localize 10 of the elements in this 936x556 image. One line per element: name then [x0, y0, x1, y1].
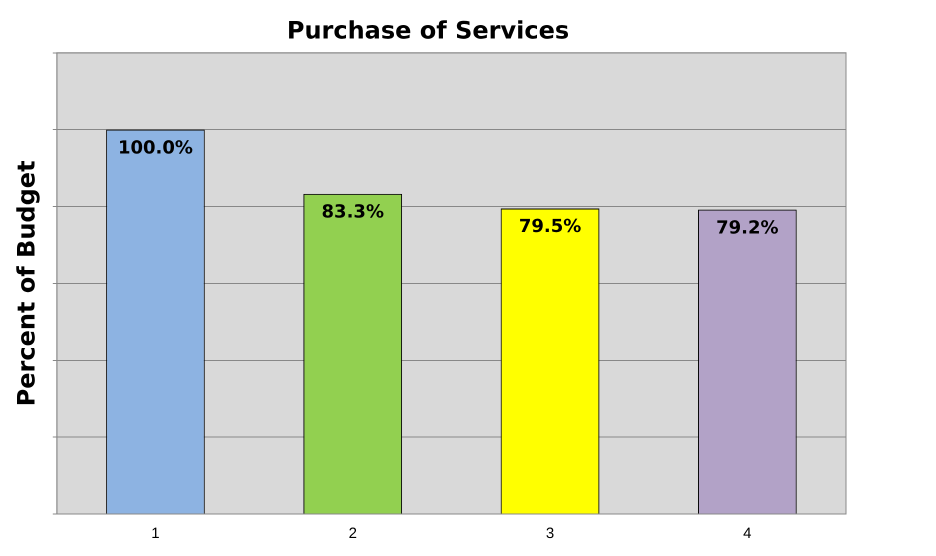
x-tick-label: 3: [546, 525, 554, 542]
data-label: 100.0%: [118, 137, 193, 158]
y-axis-title: Percent of Budget: [12, 160, 41, 406]
x-tick-label: 4: [743, 525, 752, 542]
x-tick-label: 2: [348, 525, 357, 542]
chart-title: Purchase of Services: [286, 16, 570, 45]
data-label: 79.5%: [518, 216, 582, 238]
data-label: 79.2%: [716, 217, 779, 238]
x-tick-label: 1: [151, 525, 160, 542]
data-label: 83.3%: [322, 202, 384, 223]
